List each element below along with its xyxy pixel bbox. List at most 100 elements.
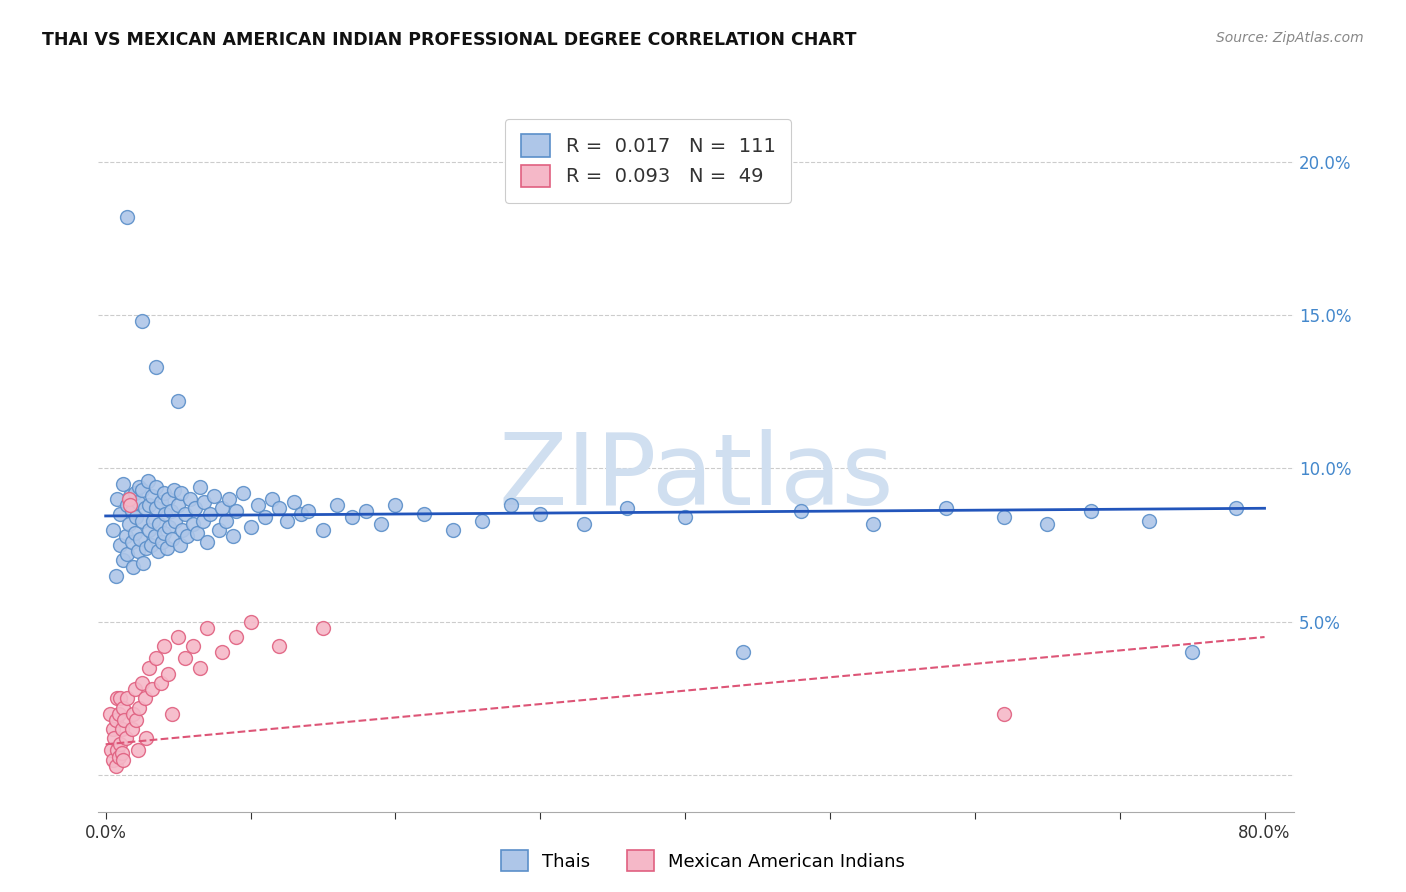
Point [152,486,174,500]
Point [129,532,152,546]
Point [276,514,298,528]
Legend: Thais, Mexican American Indians: Thais, Mexican American Indians [494,843,912,879]
Point [1137,514,1160,528]
Point [138,498,160,512]
Point [112,700,135,714]
Point [110,722,132,736]
Point [139,538,162,552]
Point [104,713,127,727]
Point [110,747,132,761]
Point [121,535,143,549]
Point [572,516,595,531]
Point [211,645,233,659]
Point [104,568,127,582]
Point [132,557,155,571]
Point [297,504,319,518]
Point [384,498,406,512]
Point [125,713,148,727]
Point [471,514,494,528]
Point [117,498,139,512]
Point [114,713,136,727]
Point [103,731,125,746]
Point [153,508,176,522]
Point [184,501,207,516]
Point [128,480,150,494]
Point [211,501,233,516]
Point [195,621,218,635]
Point [312,621,335,635]
Text: ZIPatlas: ZIPatlas [498,429,894,526]
Point [191,514,214,528]
Point [128,700,150,714]
Point [117,691,139,706]
Point [127,544,149,558]
Point [145,501,167,516]
Point [148,516,170,531]
Point [124,486,146,500]
Point [122,559,145,574]
Point [149,676,172,690]
Point [145,651,167,665]
Point [993,510,1015,524]
Point [124,682,146,697]
Point [152,639,174,653]
Point [215,514,238,528]
Point [340,510,363,524]
Point [290,508,312,522]
Point [202,489,225,503]
Point [246,498,269,512]
Point [162,532,184,546]
Point [107,749,129,764]
Point [104,758,127,772]
Point [935,501,957,516]
Point [135,541,157,555]
Point [108,538,131,552]
Point [120,498,142,512]
Point [616,501,638,516]
Point [790,504,813,518]
Point [993,706,1015,721]
Point [174,651,197,665]
Point [98,706,121,721]
Point [122,706,145,721]
Point [174,508,197,522]
Point [112,753,135,767]
Point [118,516,141,531]
Point [145,480,167,494]
Point [135,731,157,746]
Point [188,661,211,675]
Point [162,706,184,721]
Point [312,523,335,537]
Point [112,476,135,491]
Point [239,519,262,533]
Point [127,495,149,509]
Point [127,743,149,757]
Point [370,516,392,531]
Point [136,474,159,488]
Point [269,501,291,516]
Point [253,510,276,524]
Point [193,495,215,509]
Point [413,508,436,522]
Point [150,535,173,549]
Point [157,519,180,533]
Point [501,498,523,512]
Point [176,529,198,543]
Point [170,486,193,500]
Point [326,498,349,512]
Point [1181,645,1204,659]
Point [181,639,204,653]
Point [160,504,183,518]
Point [181,516,204,531]
Point [105,492,128,507]
Point [155,541,177,555]
Point [141,682,163,697]
Point [121,722,143,736]
Point [131,514,153,528]
Point [100,743,122,757]
Point [138,661,160,675]
Point [163,483,186,497]
Point [125,510,148,524]
Point [195,535,218,549]
Point [124,525,146,540]
